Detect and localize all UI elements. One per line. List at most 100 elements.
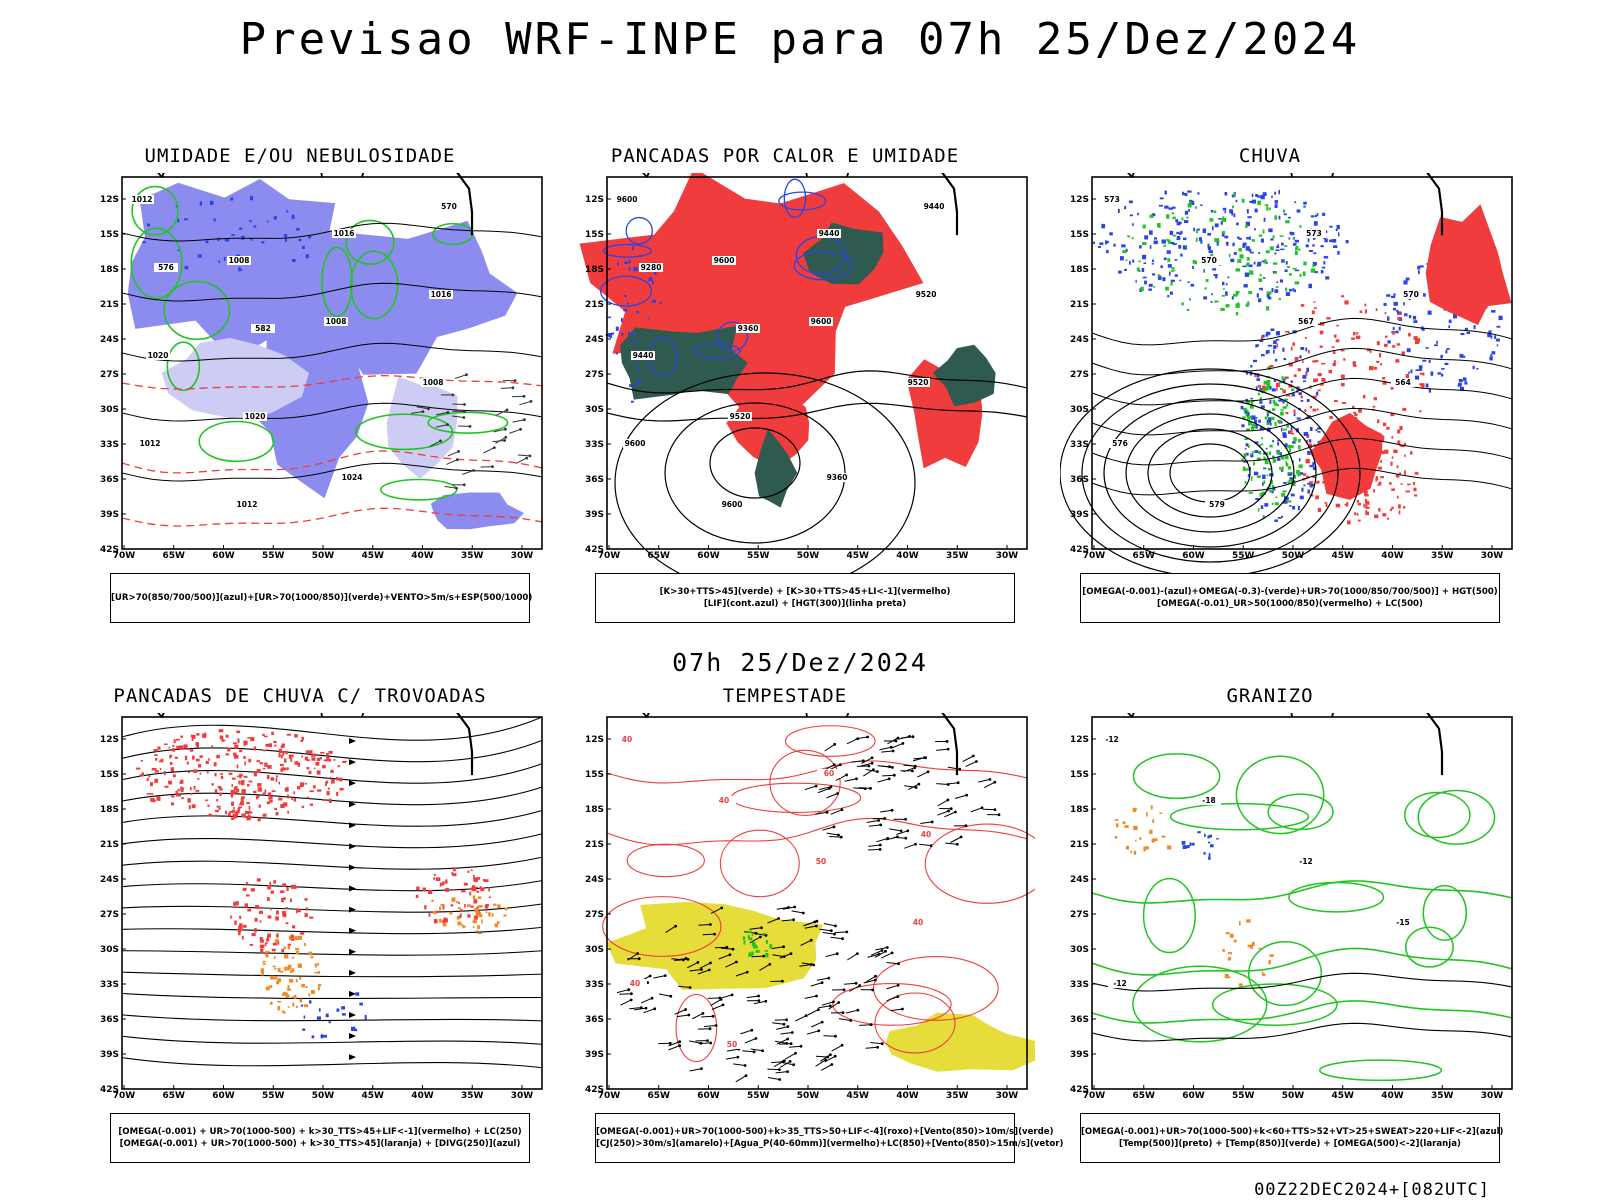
wind-vector-head [639, 1006, 643, 1009]
rain-speckle-blue [1277, 244, 1279, 246]
thunder-speckle-red [238, 806, 242, 809]
thunder-speckle-red [433, 873, 436, 876]
wind-vector [978, 778, 991, 783]
thunder-speckle-orange [266, 985, 269, 989]
rain-speckle-blue [1227, 276, 1230, 279]
rain-speckle-blue [1273, 379, 1277, 382]
rain-speckle-green [1166, 238, 1169, 242]
thunder-speckle-red [286, 733, 291, 736]
thunder-speckle-red [233, 807, 235, 809]
thunder-speckle-blue [323, 1034, 327, 1038]
rain-speckle-red [1319, 345, 1323, 348]
thunder-speckle-red [245, 742, 248, 745]
thunder-speckle-red [175, 793, 178, 797]
rain-speckle-blue [1284, 443, 1288, 447]
temp850-contour [1404, 926, 1454, 968]
wind-vector-head [669, 994, 673, 998]
contour-label-bg [1100, 195, 1124, 204]
contour-label: -12 [1105, 735, 1119, 744]
thunder-speckle-red [337, 765, 340, 768]
rain-speckle-red [1285, 330, 1289, 333]
contour-label: 9440 [819, 229, 840, 238]
rain-speckle-green [1174, 243, 1178, 245]
wind-vector-head [946, 747, 950, 751]
thunder-speckle-red [141, 772, 144, 777]
rain-speckle-red [1288, 362, 1293, 367]
rain-speckle-red [1294, 357, 1298, 362]
streamline [121, 809, 543, 827]
thunder-speckle-orange [284, 966, 287, 971]
wind-vector-head [993, 780, 997, 784]
rain-speckle-red [1325, 475, 1329, 479]
rain-speckle-red [1421, 383, 1425, 388]
rain-speckle-blue [1296, 209, 1301, 213]
thunder-speckle-orange [474, 908, 479, 913]
wind-vector [865, 1046, 878, 1049]
thunder-speckle-red [464, 903, 466, 908]
thunder-speckle-orange [477, 932, 483, 934]
lat-tick-label: 21S [100, 300, 119, 310]
rain-speckle-red [1407, 483, 1411, 486]
thunder-speckle-red [293, 791, 296, 795]
contour-label: 9360 [827, 473, 848, 482]
wind-vector [880, 952, 893, 959]
rain-speckle-green [1298, 438, 1301, 443]
thunder-speckle-red [262, 767, 266, 770]
instability-area [932, 344, 996, 407]
hail-speckle-orange [1261, 971, 1264, 975]
rain-speckle-red [1380, 476, 1384, 479]
wind-vector-head [830, 1063, 834, 1066]
lon-tick-label: 50W [1282, 1091, 1305, 1101]
wind-vector-head [897, 962, 900, 966]
wind-vector [746, 995, 759, 999]
thunder-speckle-red [157, 746, 161, 750]
rain-speckle-blue [1200, 240, 1203, 244]
hail-speckle-orange [1250, 944, 1253, 949]
thunder-speckle-red [140, 760, 144, 762]
rain-speckle-green [1298, 248, 1301, 251]
rain-speckle-blue [1464, 327, 1468, 331]
thunder-speckle-red [459, 913, 462, 917]
rain-speckle-green [1149, 214, 1154, 218]
wind-vector-head [891, 749, 895, 753]
wind-vector-head [525, 456, 529, 460]
thunder-speckle-red [267, 933, 271, 936]
rain-speckle-blue [1266, 412, 1269, 417]
contour-label-bg [825, 473, 849, 482]
rain-speckle-red [1370, 457, 1375, 462]
thunder-speckle-red [216, 805, 221, 808]
rain-speckle-green [1257, 508, 1260, 512]
humidity-contour [131, 185, 179, 236]
wind-vector-head [709, 961, 712, 965]
panel-storm: TEMPESTADE 40 40 50 40 40 50 60 40 12S 15S 18S 21S 2… [575, 685, 1063, 1165]
rain-speckle-red [1339, 450, 1344, 453]
contour-label-bg [1294, 317, 1318, 326]
rain-speckle-green [1286, 266, 1290, 268]
rain-speckle-blue [1458, 379, 1463, 382]
water-contour [873, 955, 999, 1021]
wind-speckle-green [751, 951, 754, 955]
thunder-speckle-red [184, 755, 188, 761]
wind-vector [825, 953, 838, 958]
thunder-speckle-orange [491, 913, 494, 917]
lat-tick-label: 21S [585, 840, 604, 850]
rain-speckle-red [1340, 383, 1345, 387]
rain-speckle-blue [1408, 371, 1410, 374]
thunder-speckle-red [306, 767, 310, 770]
rain-speckle-green [1299, 273, 1302, 278]
humidity-speckle [230, 197, 234, 201]
rain-speckle-blue [1306, 399, 1310, 402]
rain-speckle-red [1341, 295, 1345, 298]
thunder-speckle-red [259, 762, 263, 765]
rain-speckle-green [1287, 471, 1292, 474]
wind-vector-head [778, 1068, 781, 1071]
rain-speckle-blue [1167, 264, 1172, 268]
wind-speckle-green [748, 937, 753, 941]
humidity-contour [198, 420, 275, 463]
rain-speckle-red [1293, 409, 1296, 415]
thunder-speckle-red [309, 750, 313, 754]
wind-vector-head [913, 766, 917, 770]
panel-title: TEMPESTADE [722, 685, 848, 707]
rain-speckle-green [1266, 422, 1271, 425]
